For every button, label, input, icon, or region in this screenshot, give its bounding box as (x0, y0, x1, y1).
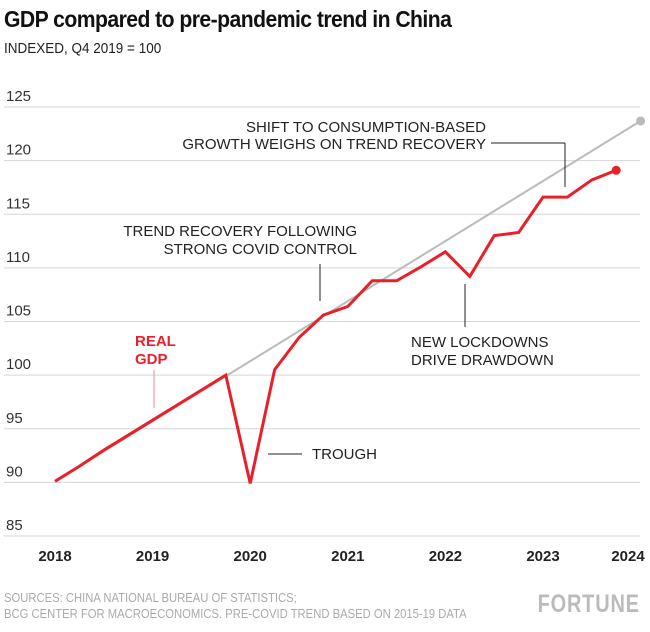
annotation-shift-line-2: GROWTH WEIGHS ON TREND RECOVERY (182, 136, 486, 153)
x-tick-label: 2021 (331, 548, 364, 565)
annotation-trend-line-1: TREND RECOVERY FOLLOWING (123, 223, 357, 240)
x-tick-label: 2019 (136, 548, 169, 565)
real-gdp-end-point (611, 165, 621, 175)
annotation-shift-line-1: SHIFT TO CONSUMPTION-BASED (246, 119, 486, 136)
y-tick-label: 115 (6, 195, 30, 212)
x-tick-label: 2020 (234, 548, 267, 565)
real-gdp-line (54, 168, 617, 484)
y-tick-label: 90 (6, 463, 23, 480)
trend-end-point (636, 116, 646, 126)
y-tick-label: 95 (6, 410, 23, 427)
x-tick-label: 2022 (429, 548, 462, 565)
source-line-2: BCG CENTER FOR MACROECONOMICS. PRE-COVID… (4, 607, 467, 621)
y-tick-label: 125 (6, 88, 31, 105)
source-line-1: SOURCES: CHINA NATIONAL BUREAU OF STATIS… (4, 591, 297, 605)
chart-subtitle: INDEXED, Q4 2019 = 100 (4, 40, 162, 57)
x-tick-label: 2018 (38, 548, 71, 565)
y-tick-label: 110 (6, 249, 30, 266)
sources: SOURCES: CHINA NATIONAL BUREAU OF STATIS… (4, 590, 467, 622)
x-tick-label: 2023 (526, 548, 559, 565)
chart-title: GDP compared to pre-pandemic trend in Ch… (4, 6, 452, 32)
annotation-lockdowns-line-1: NEW LOCKDOWNS (411, 334, 549, 351)
annotation-trend-line-2: STRONG COVID CONTROL (164, 241, 357, 258)
y-tick-label: 100 (6, 356, 31, 373)
real-gdp-label-line-1: REAL (135, 333, 176, 350)
y-tick-label: 85 (6, 517, 23, 534)
real-gdp-label-line-2: GDP (135, 351, 168, 368)
annotation-lockdowns-line-2: DRIVE DRAWDOWN (411, 352, 554, 369)
y-tick-label: 105 (6, 303, 31, 320)
x-tick-label: 2024 (611, 548, 645, 565)
fortune-logo: FORTUNE (537, 590, 640, 618)
y-tick-label: 120 (6, 142, 31, 159)
annotation-trough: TROUGH (312, 446, 377, 463)
